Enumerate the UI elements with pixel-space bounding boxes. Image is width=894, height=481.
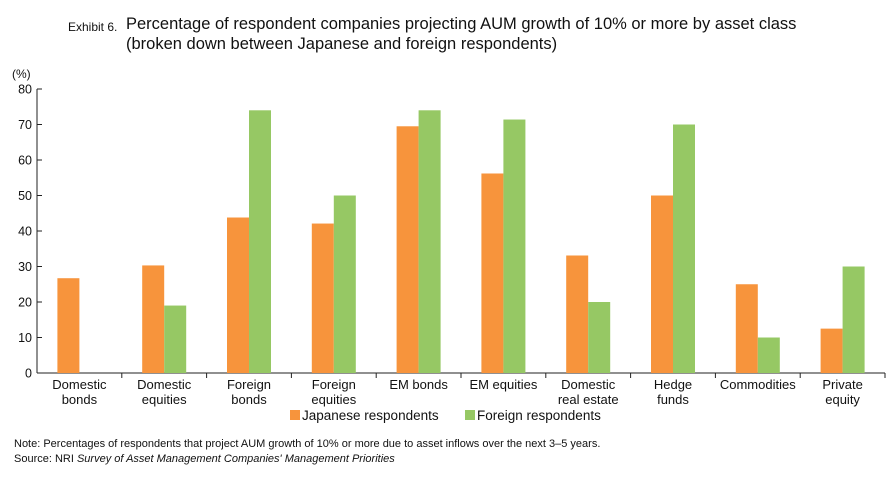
- y-tick-label: 0: [25, 367, 32, 381]
- x-tick-label: funds: [657, 392, 689, 407]
- x-tick-label: Foreign: [227, 377, 271, 392]
- x-tick-label: EM bonds: [389, 377, 448, 392]
- x-tick-label: real estate: [558, 392, 619, 407]
- source-prefix: Source: NRI: [14, 453, 77, 465]
- y-tick-label: 30: [18, 260, 32, 274]
- x-tick-label: Commodities: [720, 377, 796, 392]
- source-title: Survey of Asset Management Companies' Ma…: [76, 453, 395, 465]
- x-tick-label: Hedge: [654, 377, 692, 392]
- x-tick-label: bonds: [62, 392, 98, 407]
- legend-label: Foreign respondents: [477, 408, 601, 423]
- bar-japanese: [651, 195, 673, 373]
- bar-foreign: [164, 305, 187, 373]
- bar-foreign: [673, 124, 695, 373]
- y-tick-label: 60: [18, 154, 32, 168]
- chart-footnote: Note: Percentages of respondents that pr…: [14, 437, 600, 467]
- legend-swatch: [465, 410, 475, 420]
- bar-japanese: [142, 265, 165, 373]
- x-tick-label: Foreign: [312, 377, 356, 392]
- x-tick-label: equity: [825, 392, 860, 407]
- chart-title: Percentage of respondent companies proje…: [126, 14, 796, 54]
- exhibit-label: Exhibit 6.: [68, 20, 118, 34]
- x-tick-label: bonds: [231, 392, 267, 407]
- bar-japanese: [820, 328, 843, 373]
- x-tick-label: EM equities: [469, 377, 537, 392]
- y-tick-label: 50: [18, 189, 32, 203]
- x-tick-label: Private: [822, 377, 862, 392]
- bar-japanese: [735, 284, 758, 373]
- y-tick-label: 10: [18, 331, 32, 345]
- bar-japanese: [566, 255, 589, 373]
- bar-foreign: [418, 110, 441, 374]
- bar-japanese: [311, 223, 334, 373]
- y-tick-label: 20: [18, 296, 32, 310]
- y-tick-label: 80: [18, 83, 32, 97]
- bar-foreign: [588, 302, 611, 373]
- bar-foreign: [757, 337, 780, 373]
- y-unit-label: (%): [12, 67, 31, 81]
- x-tick-label: equities: [311, 392, 356, 407]
- bar-japanese: [396, 126, 419, 374]
- legend-swatch: [290, 410, 300, 420]
- bar-japanese: [57, 278, 80, 373]
- y-tick-label: 70: [18, 118, 32, 132]
- y-tick-label: 40: [18, 225, 32, 239]
- source-text: Source: NRI Survey of Asset Management C…: [14, 452, 600, 467]
- bar-foreign: [333, 195, 356, 373]
- bar-foreign: [842, 266, 865, 373]
- bar-foreign: [503, 119, 526, 373]
- bar-japanese: [481, 173, 504, 373]
- note-text: Note: Percentages of respondents that pr…: [14, 438, 601, 450]
- x-tick-label: Domestic: [52, 377, 107, 392]
- bar-foreign: [249, 110, 271, 374]
- chart-title-line-1: Percentage of respondent companies proje…: [126, 15, 797, 33]
- chart-title-line-2: (broken down between Japanese and foreig…: [126, 35, 558, 53]
- x-tick-label: equities: [142, 392, 187, 407]
- bar-japanese: [227, 217, 249, 373]
- legend-label: Japanese respondents: [302, 408, 439, 423]
- x-tick-label: Domestic: [137, 377, 192, 392]
- x-tick-label: Domestic: [561, 377, 616, 392]
